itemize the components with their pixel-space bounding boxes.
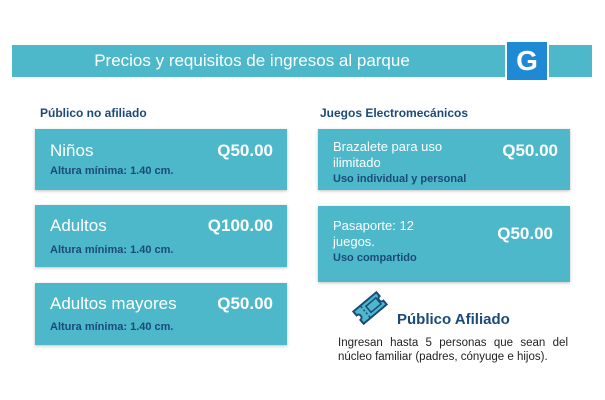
price-card-adultos-mayores: Adultos mayores Q50.00 Altura mínima: 1.… <box>35 283 287 345</box>
price-card-label-line1: Pasaporte: 12 <box>333 218 414 233</box>
price-card-adultos: Adultos Q100.00 Altura mínima: 1.40 cm. <box>35 205 287 267</box>
page-title: Precios y requisitos de ingresos al parq… <box>94 51 410 70</box>
price-card-label-line1: Brazalete para uso <box>333 139 443 154</box>
price-card-price: Q50.00 <box>502 141 558 160</box>
price-card-note: Uso compartido <box>333 252 417 264</box>
price-card-label: Niños <box>50 141 94 160</box>
section-title-juegos: Juegos Electromecánicos <box>320 106 469 120</box>
price-card-price: Q100.00 <box>207 216 273 235</box>
header-banner: Precios y requisitos de ingresos al parq… <box>12 45 592 77</box>
afiliado-description: Ingresan hasta 5 personas que sean del n… <box>338 337 568 363</box>
price-card-label-line2: juegos. <box>333 234 375 249</box>
price-card-pasaporte: Pasaporte: 12 juegos. Q50.00 Uso compart… <box>318 206 570 282</box>
price-card-label: Adultos <box>50 216 107 235</box>
price-card-ninos: Niños Q50.00 Altura mínima: 1.40 cm. <box>35 129 287 190</box>
price-card-price: Q50.00 <box>217 294 273 313</box>
ticket-icon <box>352 290 388 326</box>
afiliado-title: Público Afiliado <box>397 311 510 328</box>
price-card-label-line2: ilimitado <box>333 155 381 170</box>
price-card-price: Q50.00 <box>217 141 273 160</box>
price-card-note: Uso individual y personal <box>333 173 467 185</box>
price-card-note: Altura mínima: 1.40 cm. <box>50 165 174 177</box>
price-card-note: Altura mínima: 1.40 cm. <box>50 244 174 256</box>
price-card-label: Adultos mayores <box>50 294 177 313</box>
price-card-price: Q50.00 <box>497 224 553 243</box>
price-card-brazalete: Brazalete para uso ilimitado Q50.00 Uso … <box>318 129 570 190</box>
price-card-note: Altura mínima: 1.40 cm. <box>50 321 174 333</box>
section-title-no-afiliado: Público no afiliado <box>40 106 147 120</box>
brand-logo: G <box>505 40 549 82</box>
